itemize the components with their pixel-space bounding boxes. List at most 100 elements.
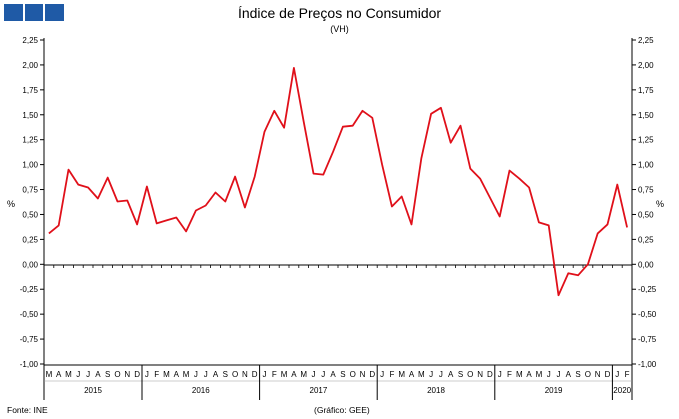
- x-month-label: F: [507, 370, 512, 379]
- x-month-label: O: [114, 370, 120, 379]
- x-month-label: A: [95, 370, 101, 379]
- x-month-label: N: [124, 370, 130, 379]
- series-line-0: [48, 67, 628, 297]
- x-month-label: S: [575, 370, 580, 379]
- x-month-label: N: [477, 370, 483, 379]
- credit-note: (Gráfico: GEE): [314, 405, 370, 415]
- x-month-label: J: [312, 370, 316, 379]
- y-axis-left-label: %: [7, 199, 15, 209]
- x-month-label: F: [272, 370, 277, 379]
- y-tick-label-left: 1,25: [22, 136, 38, 145]
- y-axis-right-label: %: [656, 199, 664, 209]
- x-month-label: A: [566, 370, 572, 379]
- y-tick-label-left: 0,75: [22, 186, 38, 195]
- y-tick-label-left: -1,00: [20, 360, 39, 369]
- x-month-label: N: [360, 370, 366, 379]
- x-month-label: M: [163, 370, 170, 379]
- logo-block: [24, 4, 44, 21]
- x-month-label: J: [615, 370, 619, 379]
- y-tick-label-right: 1,00: [638, 161, 654, 170]
- logo-block: [4, 4, 23, 21]
- x-month-label: J: [439, 370, 443, 379]
- x-month-label: S: [105, 370, 110, 379]
- x-month-label: D: [134, 370, 140, 379]
- y-tick-label-right: -0,75: [638, 335, 657, 344]
- source-note: Fonte: INE: [7, 405, 48, 415]
- y-axis-left-ticks: 2,25 2,00 1,75 1,50 1,25 1,00 0,75 0,50 0,25 0,00…: [20, 36, 44, 369]
- chart-axes: [43, 38, 633, 400]
- chart-series: [48, 67, 628, 297]
- x-month-label: J: [76, 370, 80, 379]
- y-tick-label-left: -0,50: [20, 310, 39, 319]
- y-tick-label-right: 0,00: [638, 260, 654, 269]
- logo-block: [45, 4, 64, 21]
- gee-logo: [4, 4, 64, 21]
- x-month-label: M: [418, 370, 425, 379]
- x-month-label: M: [300, 370, 307, 379]
- x-month-label: M: [281, 370, 288, 379]
- x-month-label: J: [263, 370, 267, 379]
- x-month-label: J: [145, 370, 149, 379]
- x-month-label: J: [557, 370, 561, 379]
- x-month-label: A: [56, 370, 62, 379]
- y-tick-label-left: -0,25: [20, 285, 39, 294]
- x-month-label: J: [380, 370, 384, 379]
- x-month-label: J: [498, 370, 502, 379]
- x-month-label: O: [467, 370, 473, 379]
- y-tick-label-left: 1,00: [22, 161, 38, 170]
- x-month-label: A: [174, 370, 180, 379]
- x-year-label: 2015: [84, 386, 102, 395]
- y-tick-label-right: -1,00: [638, 360, 657, 369]
- x-month-label: S: [458, 370, 463, 379]
- y-tick-label-left: 1,50: [22, 111, 38, 120]
- x-year-label: 2018: [427, 386, 445, 395]
- x-month-label: M: [536, 370, 543, 379]
- x-month-label: A: [213, 370, 219, 379]
- x-month-label: F: [389, 370, 394, 379]
- x-month-label: J: [547, 370, 551, 379]
- y-tick-label-right: 1,50: [638, 111, 654, 120]
- x-month-label: J: [321, 370, 325, 379]
- chart-title: Índice de Preços no Consumidor: [237, 5, 442, 21]
- x-month-label: M: [516, 370, 523, 379]
- x-month-label: M: [183, 370, 190, 379]
- x-month-label: F: [625, 370, 630, 379]
- y-tick-label-right: -0,25: [638, 285, 657, 294]
- x-year-label: 2020: [613, 386, 631, 395]
- x-month-label: D: [605, 370, 611, 379]
- x-month-label: J: [86, 370, 90, 379]
- y-tick-label-left: 1,75: [22, 86, 38, 95]
- x-month-label: J: [429, 370, 433, 379]
- y-tick-label-left: 2,25: [22, 36, 38, 45]
- y-tick-label-right: 0,25: [638, 235, 654, 244]
- x-month-label: J: [204, 370, 208, 379]
- x-year-label: 2016: [192, 386, 210, 395]
- y-tick-label-left: 0,00: [22, 260, 38, 269]
- x-month-label: O: [585, 370, 591, 379]
- x-month-label: A: [448, 370, 454, 379]
- y-tick-label-left: 0,25: [22, 235, 38, 244]
- x-month-label: A: [291, 370, 297, 379]
- y-tick-label-right: 1,25: [638, 136, 654, 145]
- x-month-label: O: [232, 370, 238, 379]
- x-month-label: M: [46, 370, 53, 379]
- x-month-label: S: [340, 370, 345, 379]
- y-tick-label-right: 2,25: [638, 36, 654, 45]
- x-month-label: A: [526, 370, 532, 379]
- x-month-label: M: [65, 370, 72, 379]
- x-month-label: O: [350, 370, 356, 379]
- x-month-label: N: [595, 370, 601, 379]
- x-month-label: A: [409, 370, 415, 379]
- y-tick-label-right: 2,00: [638, 61, 654, 70]
- x-year-label: 2017: [310, 386, 328, 395]
- y-axis-right-ticks: 2,25 2,00 1,75 1,50 1,25 1,00 0,75 0,50 0,25 0,00…: [632, 36, 657, 369]
- x-month-label: D: [252, 370, 258, 379]
- y-tick-label-left: -0,75: [20, 335, 39, 344]
- x-month-label: M: [398, 370, 405, 379]
- y-tick-label-right: -0,50: [638, 310, 657, 319]
- x-month-label: D: [369, 370, 375, 379]
- x-month-label: F: [154, 370, 159, 379]
- x-month-label: A: [330, 370, 336, 379]
- y-tick-label-left: 2,00: [22, 61, 38, 70]
